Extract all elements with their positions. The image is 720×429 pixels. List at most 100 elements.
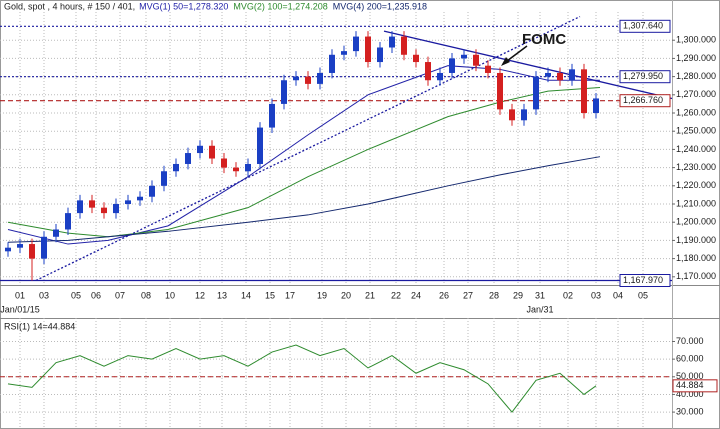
- rsi-line: [7, 344, 597, 413]
- price-level-label: 1,266.760: [623, 95, 663, 105]
- candle-body: [293, 76, 299, 81]
- candle-body: [401, 36, 407, 55]
- candle-body: [77, 200, 83, 214]
- candle-body: [581, 69, 587, 114]
- x-tick-label: 28: [489, 290, 499, 300]
- trend-line: [383, 30, 673, 100]
- x-tick-label: Jan/31: [526, 304, 553, 314]
- panel-title: RSI(1) 14=44.884: [4, 321, 75, 331]
- x-tick-label: 22: [391, 290, 401, 300]
- price-level-box: [619, 19, 671, 33]
- candle-body: [65, 213, 71, 230]
- x-tick-label: 29: [513, 290, 523, 300]
- candle-body: [113, 204, 119, 214]
- candle-body: [209, 145, 215, 159]
- candle-body: [125, 200, 131, 205]
- price-level-label: 1,307.640: [623, 21, 663, 31]
- subtitle: Gold, spot , 4 hours, # 150 / 401,: [4, 1, 135, 11]
- y-tick-label: 70.000: [676, 336, 704, 346]
- candle-body: [281, 80, 287, 104]
- x-tick-label: 15: [265, 290, 275, 300]
- x-tick-label: 08: [141, 290, 151, 300]
- moving-average: [7, 87, 601, 238]
- current-box: [672, 379, 718, 393]
- y-tick-label: 1,240.000: [676, 144, 716, 154]
- price-level-label: 1,279.950: [623, 71, 663, 81]
- candle-body: [509, 109, 515, 121]
- plot: 1,170.000 1,180.000 1,190.000 1,200.000 1,21…: [0, 12, 718, 428]
- candle-body: [521, 109, 527, 121]
- y-tick-label: 1,220.000: [676, 180, 716, 190]
- x-tick-label: 04: [613, 290, 623, 300]
- candle-body: [341, 51, 347, 55]
- candle-body: [17, 244, 23, 248]
- candle-body: [89, 200, 95, 208]
- x-tick-label: 07: [115, 290, 125, 300]
- x-tick-label: 06: [91, 290, 101, 300]
- candle-body: [329, 54, 335, 73]
- x-tick-label: 14: [241, 290, 251, 300]
- candle-body: [41, 236, 47, 259]
- x-tick-label: 03: [591, 290, 601, 300]
- x-tick-label: 17: [285, 290, 295, 300]
- candle-body: [437, 72, 443, 81]
- x-tick-label: 10: [165, 290, 175, 300]
- y-tick-label: 1,250.000: [676, 126, 716, 136]
- candle-body: [149, 185, 155, 197]
- x-tick-label: 20: [341, 290, 351, 300]
- candle-body: [173, 163, 179, 172]
- current-label: 44.884: [676, 380, 704, 390]
- candle-body: [257, 127, 263, 164]
- candle-body: [593, 98, 599, 114]
- y-tick-label: 1,280.000: [676, 71, 716, 81]
- candle-body: [5, 247, 11, 252]
- candle-body: [185, 153, 191, 164]
- candle-body: [233, 167, 239, 172]
- candle-body: [53, 229, 59, 237]
- price-level-box: [619, 274, 671, 288]
- x-tick-label: 31: [535, 290, 545, 300]
- x-tick-label: 03: [39, 290, 49, 300]
- candle-body: [497, 72, 503, 110]
- candle-body: [161, 171, 167, 186]
- candle-body: [449, 58, 455, 73]
- y-tick-label: 40.000: [676, 389, 704, 399]
- x-tick-label: 05: [71, 290, 81, 300]
- x-tick-label: 26: [439, 290, 449, 300]
- candle-body: [557, 72, 563, 81]
- candle-body: [353, 36, 359, 52]
- y-tick-label: 60.000: [676, 354, 704, 364]
- candle-body: [137, 196, 143, 201]
- y-tick-label: 1,210.000: [676, 198, 716, 208]
- candle-body: [305, 76, 311, 84]
- candle-body: [461, 54, 467, 59]
- y-tick-label: 1,180.000: [676, 253, 716, 263]
- x-tick-label: 24: [411, 290, 421, 300]
- moving-average: [7, 156, 601, 243]
- y-tick-label: 1,190.000: [676, 235, 716, 245]
- candle-body: [221, 158, 227, 168]
- header: Gold, spot , 4 hours, # 150 / 401, MVG(1…: [4, 1, 427, 11]
- candle-body: [269, 103, 275, 128]
- candle-body: [485, 65, 491, 73]
- candle-body: [473, 54, 479, 66]
- candle-body: [245, 163, 251, 172]
- price-level-label: 1,167.970: [623, 275, 663, 285]
- price-level-box: [619, 94, 671, 108]
- candle-body: [569, 69, 575, 81]
- x-tick-label: 21: [365, 290, 375, 300]
- trend-line: [35, 15, 581, 282]
- candle-body: [317, 72, 323, 84]
- candle-body: [389, 36, 395, 48]
- y-tick-label: 1,230.000: [676, 162, 716, 172]
- y-tick-label: 1,260.000: [676, 107, 716, 117]
- x-tick-label: 02: [563, 290, 573, 300]
- x-tick-label: Jan/01/15: [0, 304, 40, 314]
- y-tick-label: 50.000: [676, 371, 704, 381]
- candle-body: [425, 62, 431, 81]
- candle-body: [545, 72, 551, 77]
- x-tick-label: 27: [463, 290, 473, 300]
- y-tick-label: 1,270.000: [676, 89, 716, 99]
- x-tick-label: 05: [638, 290, 648, 300]
